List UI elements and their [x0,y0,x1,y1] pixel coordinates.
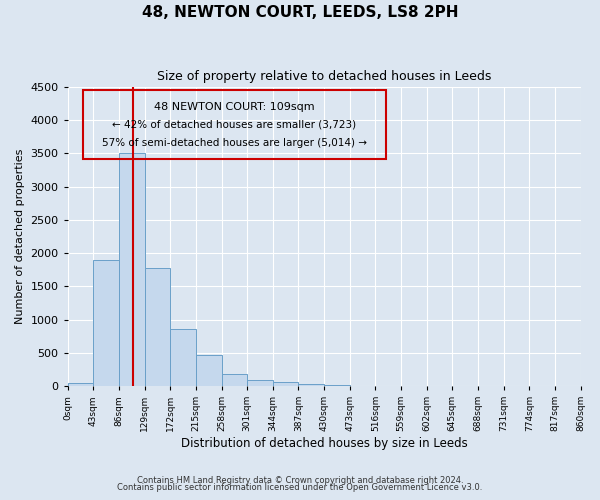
Text: 48 NEWTON COURT: 109sqm: 48 NEWTON COURT: 109sqm [154,102,314,112]
Text: 57% of semi-detached houses are larger (5,014) →: 57% of semi-detached houses are larger (… [102,138,367,148]
Text: 48, NEWTON COURT, LEEDS, LS8 2PH: 48, NEWTON COURT, LEEDS, LS8 2PH [142,5,458,20]
Y-axis label: Number of detached properties: Number of detached properties [15,149,25,324]
Bar [68,382,94,386]
X-axis label: Distribution of detached houses by size in Leeds: Distribution of detached houses by size … [181,437,467,450]
Bar [145,268,170,386]
Text: Contains public sector information licensed under the Open Government Licence v3: Contains public sector information licen… [118,484,482,492]
Bar [298,384,324,386]
Bar [247,380,273,386]
Text: Contains HM Land Registry data © Crown copyright and database right 2024.: Contains HM Land Registry data © Crown c… [137,476,463,485]
Title: Size of property relative to detached houses in Leeds: Size of property relative to detached ho… [157,70,491,83]
Bar [221,374,247,386]
Bar [170,329,196,386]
Bar [273,382,298,386]
Bar [324,384,350,386]
Text: ← 42% of detached houses are smaller (3,723): ← 42% of detached houses are smaller (3,… [112,120,356,130]
Bar [94,260,119,386]
Bar [119,154,145,386]
Bar [196,356,221,386]
